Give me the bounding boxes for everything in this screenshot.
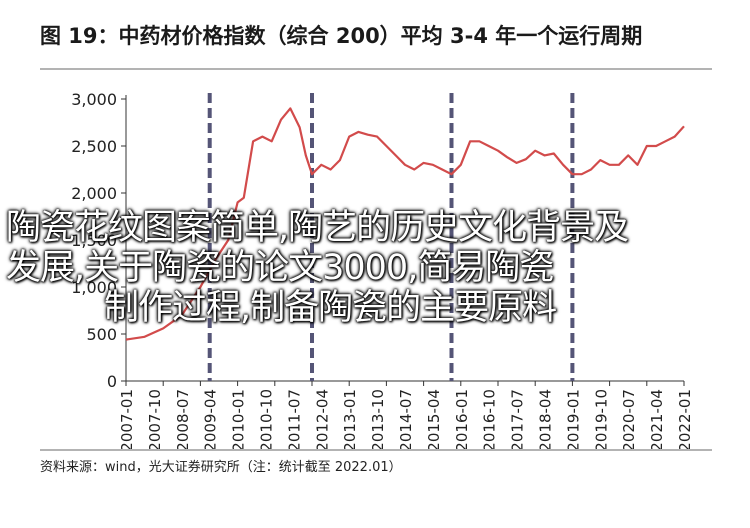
- y-tick-label: 2,000: [71, 184, 117, 203]
- y-tick-label: 2,500: [71, 137, 117, 156]
- x-tick-label: 2016-01: [453, 389, 471, 452]
- x-tick-label: 2010-10: [258, 389, 276, 452]
- x-tick-label: 2018-04: [537, 389, 555, 452]
- x-tick-label: 2019-10: [592, 389, 610, 452]
- y-tick-label: 3,000: [71, 90, 117, 109]
- y-tick-label: 0: [107, 372, 117, 391]
- x-tick-label: 2013-01: [341, 389, 359, 452]
- x-tick-label: 2017-07: [509, 389, 527, 452]
- x-tick-label: 2011-07: [285, 389, 303, 452]
- x-tick-label: 2012-04: [313, 389, 331, 452]
- x-tick-label: 2019-01: [564, 389, 582, 452]
- x-tick-label: 2013-10: [369, 389, 387, 452]
- source-note: 资料来源：wind，光大证券研究所（注：统计截至 2022.01）: [40, 460, 402, 475]
- x-tick-label: 2007-01: [118, 389, 136, 452]
- x-tick-label: 2010-01: [230, 389, 248, 452]
- footer-divider: [40, 449, 712, 451]
- chart-title: 图 19：中药材价格指数（综合 200）平均 3-4 年一个运行周期: [40, 24, 643, 48]
- y-tick-label: 500: [86, 325, 117, 344]
- x-tick-label: 2008-07: [174, 389, 192, 452]
- y-tick-label: 1,000: [71, 278, 117, 297]
- x-tick-label: 2007-10: [146, 389, 164, 452]
- x-tick-label: 2021-04: [648, 389, 666, 452]
- x-tick-label: 2016-10: [481, 389, 499, 452]
- x-tick-label: 2009-04: [202, 389, 220, 452]
- x-tick-label: 2015-04: [425, 389, 443, 452]
- x-tick-label: 2014-07: [397, 389, 415, 452]
- y-tick-label: 1,500: [71, 231, 117, 250]
- title-divider: [40, 68, 712, 70]
- x-tick-label: 2020-07: [620, 389, 638, 452]
- series-line: [125, 107, 685, 341]
- x-tick-label: 2022-01: [676, 389, 694, 452]
